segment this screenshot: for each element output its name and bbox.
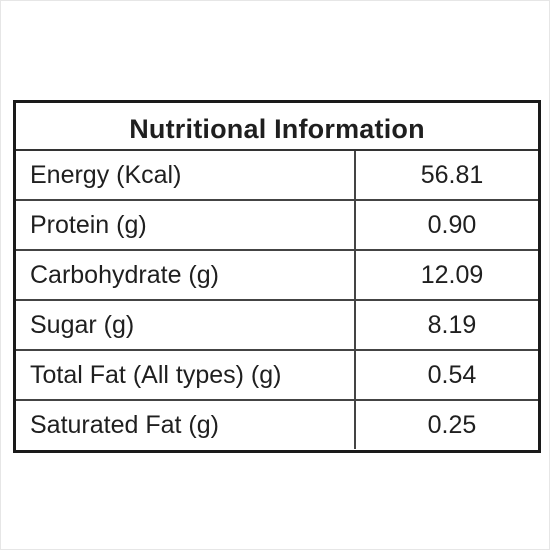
table-row-energy: Energy (Kcal) 56.81 [16, 151, 538, 201]
row-value: 0.25 [427, 410, 477, 439]
row-value: 0.90 [427, 210, 477, 239]
row-value: 12.09 [420, 260, 484, 289]
nutrition-table: Nutritional Information Energy (Kcal) 56… [13, 100, 541, 453]
row-value: 56.81 [420, 160, 484, 189]
row-label: Saturated Fat (g) [16, 401, 356, 449]
table-row-saturated-fat: Saturated Fat (g) 0.25 [16, 401, 538, 449]
table-title: Nutritional Information [16, 103, 538, 151]
table-row-protein: Protein (g) 0.90 [16, 201, 538, 251]
table-rows: Energy (Kcal) 56.81 Protein (g) 0.90 Car… [16, 151, 538, 449]
row-label: Energy (Kcal) [16, 151, 356, 199]
row-label: Carbohydrate (g) [16, 251, 356, 299]
row-label: Protein (g) [16, 201, 356, 249]
row-label: Total Fat (All types) (g) [16, 351, 356, 399]
table-row-carbohydrate: Carbohydrate (g) 12.09 [16, 251, 538, 301]
table-row-total-fat: Total Fat (All types) (g) 0.54 [16, 351, 538, 401]
table-row-sugar: Sugar (g) 8.19 [16, 301, 538, 351]
row-value: 8.19 [427, 310, 477, 339]
row-value: 0.54 [427, 360, 477, 389]
row-label: Sugar (g) [16, 301, 356, 349]
